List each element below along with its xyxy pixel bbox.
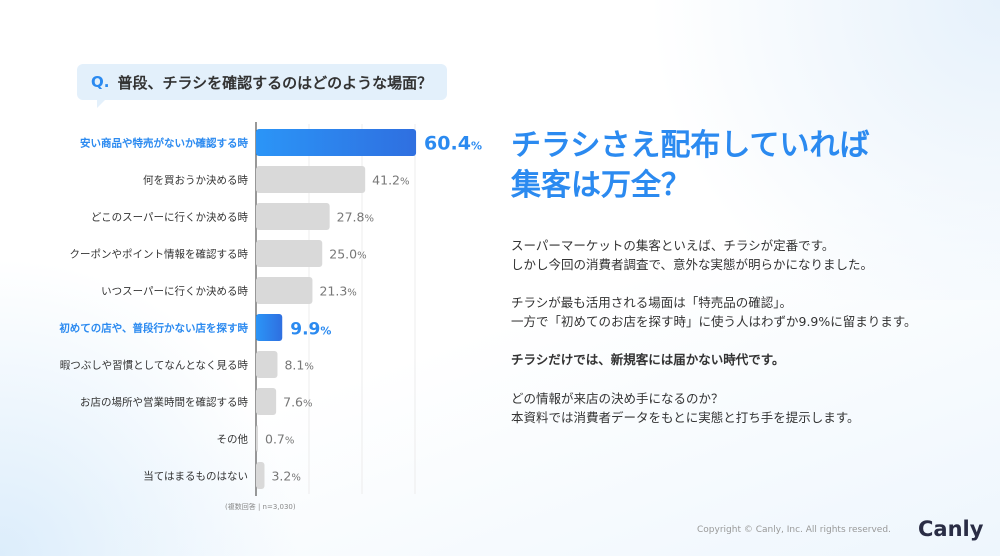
background-glow-left — [0, 256, 300, 556]
unit: % — [347, 288, 357, 299]
unit: % — [320, 325, 331, 338]
category-label: クーポンやポイント情報を確認する時 — [70, 248, 249, 261]
unit: % — [291, 473, 301, 484]
bar-highlighted — [256, 129, 417, 156]
value-label: 25.0% — [329, 247, 366, 262]
body-line: しかし今回の消費者調査で、意外な実態が明らかになりました。 — [511, 257, 874, 272]
headline-line-2: 集客は万全？ — [511, 168, 691, 203]
headline-line-1: チラシさえ配布していれば — [511, 128, 870, 163]
chart-note: (複数回答 | n=3,030) — [225, 503, 296, 511]
category-label: 安い商品や特売がないか確認する時 — [80, 137, 248, 150]
value-label: 21.3% — [319, 284, 356, 299]
value-label: 41.2% — [372, 173, 409, 188]
category-label: いつスーパーに行くか決める時 — [101, 285, 248, 298]
bar — [256, 240, 323, 267]
bar — [256, 203, 330, 230]
category-label: 初めての店や、普段行かない店を探す時 — [59, 322, 248, 335]
bar — [256, 388, 277, 415]
body-line: どの情報が来店の決め手になるのか？ — [511, 391, 724, 406]
body-line: スーパーマーケットの集客といえば、チラシが定番です。 — [511, 238, 835, 253]
body-emphasis: チラシだけでは、新規客には届かない時代です。 — [511, 352, 785, 367]
body-text: スーパーマーケットの集客といえば、チラシが定番です。しかし今回の消費者調査で、意… — [511, 236, 917, 446]
category-label: どこのスーパーに行くか決める時 — [91, 211, 249, 224]
unit: % — [304, 362, 314, 373]
category-label: 暇つぶしや習慣としてなんとなく見る時 — [60, 360, 249, 372]
value-label: 60.4% — [424, 133, 482, 155]
value-label: 8.1% — [284, 358, 313, 373]
question-bubble: Q. 普段、チラシを確認するのはどのような場面？ — [77, 64, 447, 108]
background-glow-right — [600, 0, 1000, 300]
category-label: お店の場所や営業時間を確認する時 — [80, 396, 248, 409]
unit: % — [400, 177, 410, 188]
body-line: チラシが最も活用される場面は「特売品の確認」。 — [511, 295, 793, 310]
bar — [256, 425, 258, 452]
unit: % — [471, 140, 482, 153]
unit: % — [303, 399, 313, 410]
value-label: 9.9% — [290, 320, 331, 340]
unit: % — [285, 436, 295, 447]
canly-logo: Canly — [918, 517, 984, 541]
value-label: 3.2% — [271, 469, 300, 484]
body-line: 本資料では消費者データをもとに実態と打ち手を提示します。 — [511, 410, 860, 425]
question-prefix: Q. — [91, 73, 110, 91]
category-label: 当てはまるものはない — [143, 470, 248, 483]
bar — [256, 351, 278, 378]
bar — [256, 462, 265, 489]
unit: % — [357, 251, 367, 262]
bar — [256, 277, 313, 304]
value-label: 0.7% — [265, 432, 294, 447]
category-label: その他 — [217, 433, 249, 446]
category-label: 何を買おうか決める時 — [143, 174, 248, 187]
copyright: Copyright © Canly, Inc. All rights reser… — [697, 525, 891, 535]
headline: チラシさえ配布していれば 集客は万全？ — [511, 126, 870, 206]
bar-highlighted — [256, 314, 283, 341]
body-line: 一方で「初めてのお店を探す時」に使う人はわずか9.9%に留まります。 — [511, 314, 917, 329]
unit: % — [365, 214, 375, 225]
value-label: 27.8% — [337, 210, 374, 225]
value-label: 7.6% — [283, 395, 312, 410]
bar — [256, 166, 366, 193]
question-text: 普段、チラシを確認するのはどのような場面？ — [117, 73, 433, 92]
